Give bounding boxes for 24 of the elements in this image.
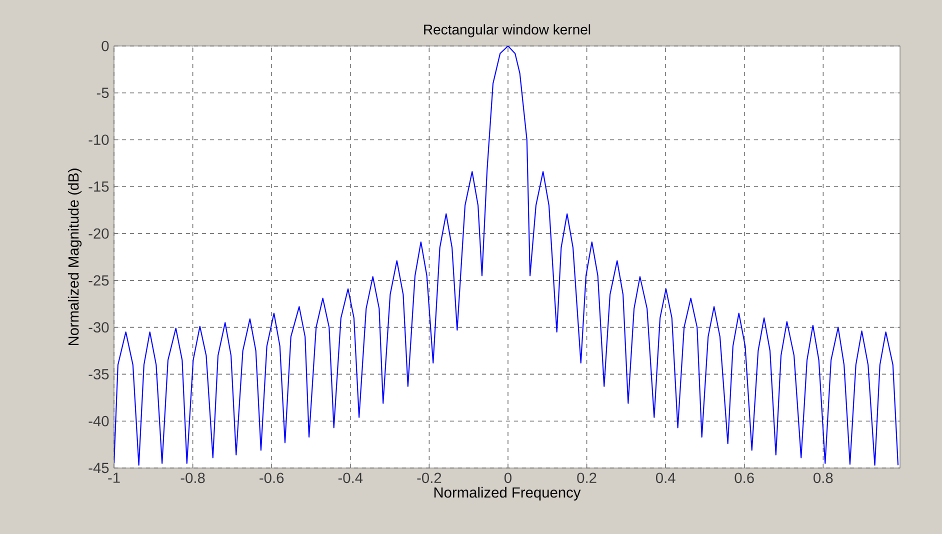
x-tick-label: -0.2 [417,472,442,484]
chart-title: Rectangular window kernel [424,24,590,38]
y-tick-label: -10 [88,134,109,145]
x-tick-label: 0 [504,472,512,484]
y-tick-label: -45 [88,462,109,474]
line-series [114,46,899,466]
y-tick-label: -5 [96,88,109,98]
y-tick-label: -35 [88,369,109,380]
y-tick-label: -15 [88,182,109,192]
x-tick-label: 0.8 [814,472,833,484]
x-tick-label: -1 [108,472,120,483]
y-axis-title: Normalized Magnitude (dB) [68,168,82,346]
x-tick-label: 0.4 [656,472,676,484]
x-axis-title: Normalized Frequency [434,486,581,501]
y-tick-label: -25 [88,275,109,286]
y-tick-label: 0 [102,40,109,52]
x-tick-label: -0.8 [180,472,205,484]
x-tick-label: 0.6 [734,472,754,484]
x-tick-label: 0.2 [577,472,596,484]
x-tick-label: -0.4 [338,472,363,484]
y-tick-label: -40 [88,416,109,426]
x-tick-label: -0.6 [260,472,284,484]
y-tick-label: -20 [88,228,109,239]
y-tick-label: -30 [88,322,109,333]
